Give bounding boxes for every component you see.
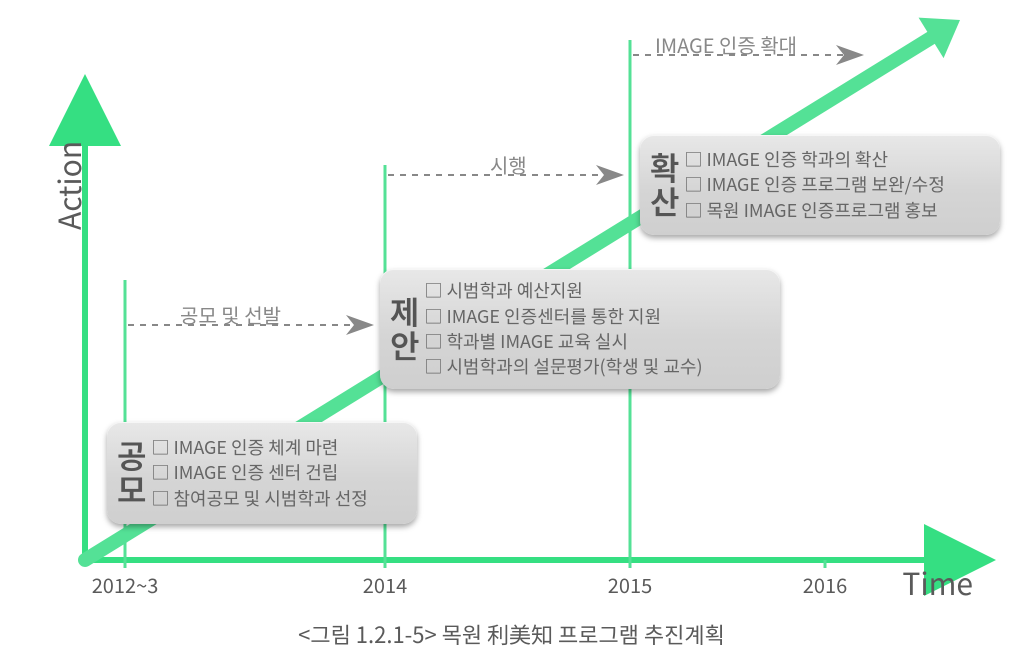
stage-item: IMAGE 인증 학과의 확산 <box>684 148 944 171</box>
x-tick-label: 2012~3 <box>92 570 159 599</box>
x-tick-label: 2014 <box>363 570 407 599</box>
stage-item: IMAGE 인증 프로그램 보완/수정 <box>684 173 944 196</box>
stage-jaean: 제안시범학과 예산지원 IMAGE 인증센터를 통한 지원학과별 IMAGE 교육… <box>380 269 780 389</box>
stage-hwaksan: 확산IMAGE 인증 학과의 확산IMAGE 인증 프로그램 보완/수정목원 I… <box>640 135 1000 235</box>
phase-label: IMAGE 인증 확대 <box>655 30 797 59</box>
stage-item: IMAGE 인증 체계 마련 <box>151 436 367 459</box>
stage-item: 시범학과 예산지원 <box>424 279 702 302</box>
stage-body: IMAGE 인증 체계 마련IMAGE 인증 센터 건립참여공모 및 시범학과 … <box>149 422 381 524</box>
stage-item: IMAGE 인증 센터 건립 <box>151 461 367 484</box>
phase-label: 시행 <box>490 150 527 179</box>
stage-title: 확산 <box>640 135 682 235</box>
diagram-canvas: Action Time 2012~3 2014 2015 2016 공모 및 선발 시행… <box>0 0 1023 662</box>
x-tick-label: 2015 <box>608 570 652 599</box>
phase-label: 공모 및 선발 <box>180 300 281 329</box>
y-axis-label: Action <box>46 141 90 230</box>
stage-item: 시범학과의 설문평가(학생 및 교수) <box>424 355 702 378</box>
stage-title: 공모 <box>107 422 149 524</box>
stage-title: 제안 <box>380 269 422 389</box>
stage-item: 목원 IMAGE 인증프로그램 홍보 <box>684 199 944 222</box>
stage-item: IMAGE 인증센터를 통한 지원 <box>424 305 702 328</box>
stage-item: 학과별 IMAGE 교육 실시 <box>424 330 702 353</box>
stage-gongmo: 공모IMAGE 인증 체계 마련IMAGE 인증 센터 건립참여공모 및 시범학… <box>107 422 417 524</box>
figure-caption: <그림 1.2.1-5> 목원 利美知 프로그램 추진계획 <box>0 618 1023 650</box>
x-axis-label: Time <box>902 560 973 604</box>
stage-body: 시범학과 예산지원 IMAGE 인증센터를 통한 지원학과별 IMAGE 교육 실… <box>422 269 716 389</box>
x-tick-label: 2016 <box>803 570 847 599</box>
stage-item: 참여공모 및 시범학과 선정 <box>151 487 367 510</box>
stage-body: IMAGE 인증 학과의 확산IMAGE 인증 프로그램 보완/수정목원 IMA… <box>682 135 958 235</box>
